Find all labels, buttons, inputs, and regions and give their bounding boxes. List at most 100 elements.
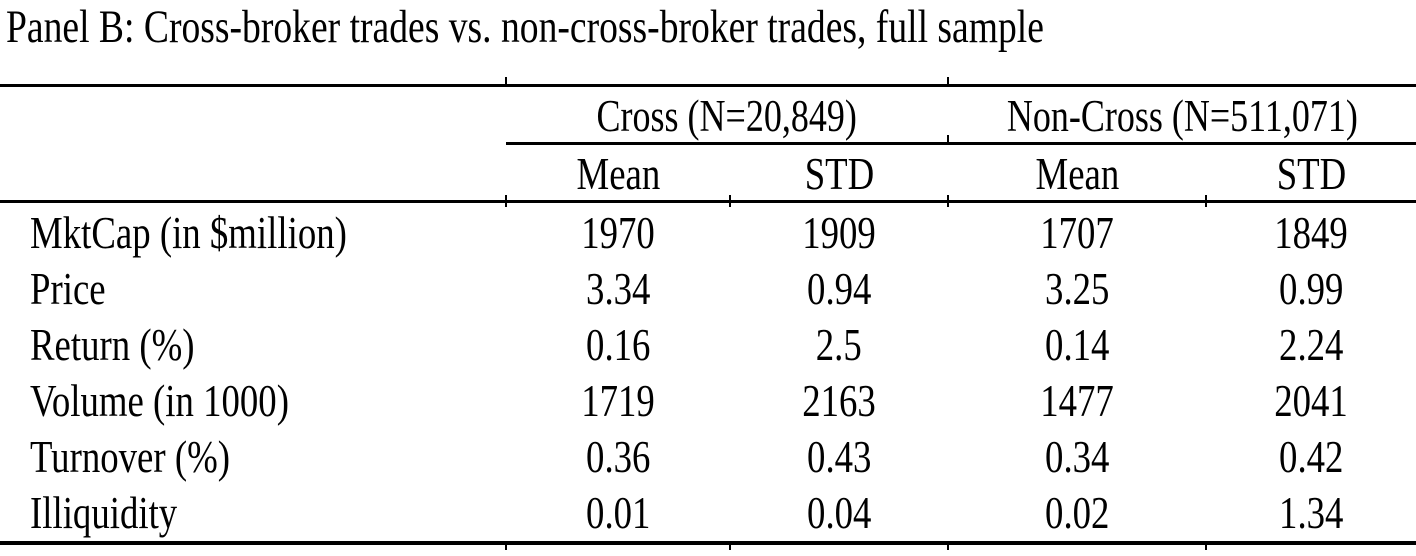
cell-value-text: 0.36	[585, 431, 651, 483]
cell-value: 2041	[1206, 373, 1416, 429]
cell-value-text: 0.99	[1278, 262, 1344, 314]
cell-value-text: 3.25	[1044, 262, 1110, 314]
panel-title-text: Panel B: Cross-broker trades vs. non-cro…	[6, 1, 1044, 53]
cell-value: 0.42	[1206, 429, 1416, 485]
column-tick	[505, 77, 507, 87]
cell-value-text: 1909	[802, 206, 876, 258]
row-label-text: Illiquidity	[30, 487, 178, 539]
table-row-volume: Volume (in 1000) 1719 2163 1477 2041	[0, 373, 1416, 429]
row-label: Volume (in 1000)	[0, 373, 506, 429]
row-label: Return (%)	[0, 316, 506, 372]
cell-value-text: 2.5	[816, 318, 862, 370]
column-tick	[947, 541, 949, 550]
cell-value: 1849	[1206, 204, 1416, 260]
cell-value: 2.5	[730, 316, 948, 372]
table-body: MktCap (in $million) 1970 1909 1707 1849…	[0, 204, 1416, 541]
cell-value-text: 0.43	[806, 431, 872, 483]
cell-value-text: 0.16	[585, 318, 651, 370]
table-rule-subheader	[0, 200, 1416, 203]
column-tick	[1205, 541, 1207, 550]
table-row-price: Price 3.34 0.94 3.25 0.99	[0, 260, 1416, 316]
cell-value-text: 3.34	[585, 262, 651, 314]
column-header-non-cross-mean: Mean	[948, 147, 1206, 200]
cell-value: 0.99	[1206, 260, 1416, 316]
cell-value: 0.43	[730, 429, 948, 485]
cell-value: 1.34	[1206, 485, 1416, 541]
column-header-label: Mean	[1035, 148, 1119, 199]
cell-value-text: 1849	[1274, 206, 1348, 258]
row-label-text: Price	[30, 262, 106, 314]
cell-value: 1477	[948, 373, 1206, 429]
cell-value-text: 0.01	[585, 487, 651, 539]
column-header-label: STD	[1276, 148, 1346, 199]
group-header-non-cross: Non-Cross (N=511,071)	[948, 90, 1416, 142]
cell-value-text: 1707	[1040, 206, 1114, 258]
column-tick	[947, 77, 949, 87]
cell-value: 2163	[730, 373, 948, 429]
cell-value-text: 1.34	[1278, 487, 1344, 539]
table-row-illiquidity: Illiquidity 0.01 0.04 0.02 1.34	[0, 485, 1416, 541]
table-row-return: Return (%) 0.16 2.5 0.14 2.24	[0, 316, 1416, 372]
column-tick	[505, 195, 507, 207]
column-tick	[947, 135, 949, 145]
column-header-label: STD	[804, 148, 874, 199]
column-tick	[729, 195, 731, 207]
cell-value-text: 2.24	[1278, 318, 1344, 370]
table-row-mktcap: MktCap (in $million) 1970 1909 1707 1849	[0, 204, 1416, 260]
subheader-spacer	[0, 147, 506, 200]
row-label: MktCap (in $million)	[0, 204, 506, 260]
cell-value-text: 0.02	[1044, 487, 1110, 539]
cell-value: 0.02	[948, 485, 1206, 541]
cell-value-text: 1719	[581, 375, 655, 427]
cell-value: 1909	[730, 204, 948, 260]
cell-value: 1970	[506, 204, 730, 260]
column-header-cross-std: STD	[730, 147, 948, 200]
cell-value-text: 0.04	[806, 487, 872, 539]
row-label: Illiquidity	[0, 485, 506, 541]
table-rule-bottom	[0, 541, 1416, 545]
column-tick	[1205, 195, 1207, 207]
cell-value: 0.34	[948, 429, 1206, 485]
panel-title: Panel B: Cross-broker trades vs. non-cro…	[6, 0, 1303, 54]
column-header-non-cross-std: STD	[1206, 147, 1416, 200]
row-label-text: Return (%)	[30, 318, 195, 370]
cell-value: 1719	[506, 373, 730, 429]
column-tick	[947, 195, 949, 207]
row-label-text: Volume (in 1000)	[30, 375, 289, 427]
group-header-cross: Cross (N=20,849)	[506, 90, 948, 142]
cell-value-text: 0.94	[806, 262, 872, 314]
column-tick	[505, 541, 507, 550]
group-header-row: Cross (N=20,849) Non-Cross (N=511,071)	[0, 90, 1416, 142]
cell-value: 0.01	[506, 485, 730, 541]
column-header-label: Mean	[576, 148, 660, 199]
cell-value-text: 2163	[802, 375, 876, 427]
cell-value: 1707	[948, 204, 1206, 260]
cell-value-text: 0.42	[1278, 431, 1344, 483]
table-row-turnover: Turnover (%) 0.36 0.43 0.34 0.42	[0, 429, 1416, 485]
row-label-text: MktCap (in $million)	[30, 206, 347, 258]
cell-value-text: 1970	[581, 206, 655, 258]
cell-value: 0.16	[506, 316, 730, 372]
cell-value: 0.14	[948, 316, 1206, 372]
cell-value: 0.36	[506, 429, 730, 485]
cell-value-text: 1477	[1040, 375, 1114, 427]
cell-value-text: 2041	[1274, 375, 1348, 427]
row-label-text: Turnover (%)	[30, 431, 230, 483]
subheader-row: Mean STD Mean STD	[0, 147, 1416, 200]
group-header-non-cross-label: Non-Cross (N=511,071)	[1006, 91, 1358, 141]
cell-value-text: 0.34	[1044, 431, 1110, 483]
column-header-cross-mean: Mean	[506, 147, 730, 200]
row-label: Turnover (%)	[0, 429, 506, 485]
cell-value: 0.04	[730, 485, 948, 541]
cell-value: 0.94	[730, 260, 948, 316]
cell-value: 2.24	[1206, 316, 1416, 372]
group-header-cross-label: Cross (N=20,849)	[596, 91, 858, 141]
row-label: Price	[0, 260, 506, 316]
table-rule-group-header	[506, 142, 1416, 145]
table-rule-top	[0, 84, 1416, 87]
cell-value-text: 0.14	[1044, 318, 1110, 370]
cell-value: 3.34	[506, 260, 730, 316]
cell-value: 3.25	[948, 260, 1206, 316]
column-tick	[729, 541, 731, 550]
